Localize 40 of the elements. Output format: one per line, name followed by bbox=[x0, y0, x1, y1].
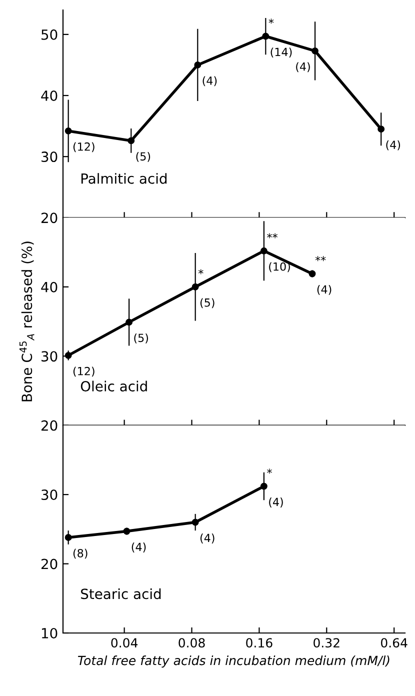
y-tick-label: 30 bbox=[42, 351, 58, 362]
annotation: (4) bbox=[200, 534, 214, 544]
y-tick-label: 20 bbox=[41, 420, 58, 431]
annotation: (4) bbox=[132, 542, 146, 552]
annotation: (14) bbox=[270, 48, 292, 58]
annotation: (5) bbox=[136, 152, 150, 162]
x-tick-label: 0.08 bbox=[178, 638, 205, 648]
y-tick-label: 40 bbox=[41, 90, 58, 101]
text: Oleic acid bbox=[80, 380, 147, 392]
annotation: * bbox=[198, 269, 204, 274]
x-tick-label: 0.64 bbox=[380, 638, 408, 648]
y-tick-label: 10 bbox=[42, 628, 58, 638]
y-tick-label: 20 bbox=[41, 212, 58, 224]
annotation: (5) bbox=[134, 333, 148, 344]
annotation: (12) bbox=[73, 142, 94, 152]
annotation: (4) bbox=[296, 62, 310, 72]
y-axis-title: Bone C$^{45}$$_{A}$ released (%) bbox=[20, 242, 34, 402]
annotation: ** bbox=[267, 233, 278, 238]
annotation: ** bbox=[315, 256, 326, 262]
y-tick-label: 30 bbox=[42, 490, 58, 500]
annotation: * bbox=[268, 18, 274, 24]
text: Palmitic acid bbox=[81, 173, 167, 184]
annotation: (4) bbox=[202, 76, 217, 86]
annotation: (4) bbox=[386, 140, 400, 150]
annotation: (4) bbox=[269, 498, 283, 508]
x-tick-label: 0.16 bbox=[246, 638, 272, 648]
annotation: (5) bbox=[200, 298, 214, 308]
annotation: (4) bbox=[317, 285, 332, 295]
y-tick-label: 20 bbox=[41, 558, 58, 570]
x-axis-title: Total free fatty acids in incubation medium (mM/l) bbox=[78, 656, 390, 668]
annotation: (12) bbox=[73, 366, 94, 377]
x-tick-label: 0.32 bbox=[314, 638, 340, 648]
text: Stearic acid bbox=[81, 588, 161, 600]
x-tick-label: 0.04 bbox=[111, 638, 138, 648]
y-tick-label: 30 bbox=[42, 152, 58, 162]
annotation: (10) bbox=[269, 262, 290, 272]
y-tick-label: 40 bbox=[41, 282, 58, 292]
annotation: * bbox=[267, 468, 272, 474]
annotation: (8) bbox=[73, 548, 88, 559]
y-tick-label: 50 bbox=[42, 29, 58, 40]
